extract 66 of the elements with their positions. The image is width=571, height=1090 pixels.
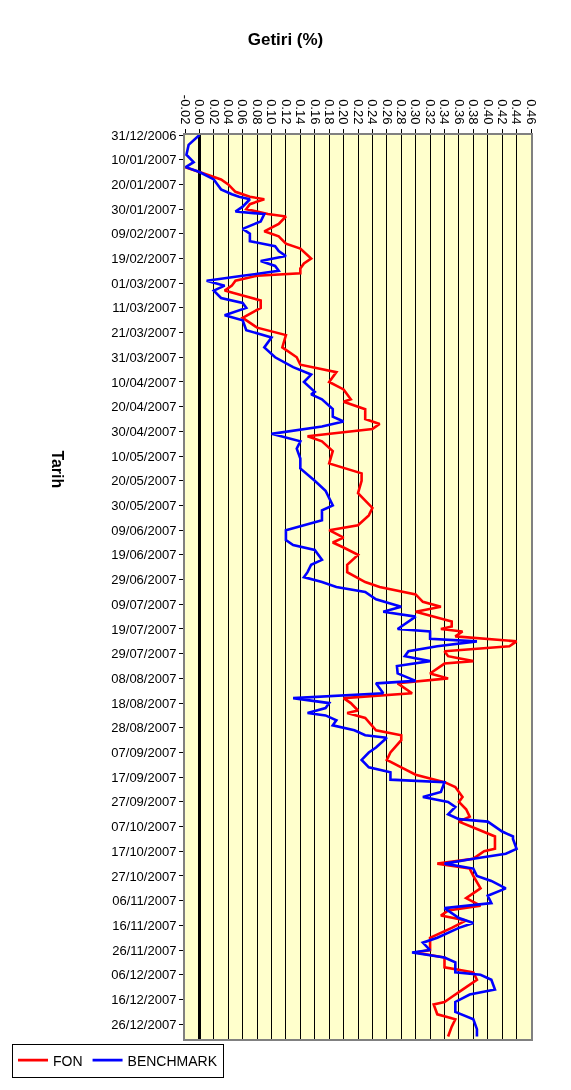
y-tick-label: 21/03/2007 [111, 325, 177, 341]
y-tick-label: 18/08/2007 [111, 695, 177, 711]
y-axis-title: Tarih [48, 450, 66, 489]
x-tick-label: 0.32 [422, 99, 438, 125]
y-tick-label: 11/03/2007 [112, 300, 177, 316]
y-tick-label: 20/01/2007 [111, 176, 177, 192]
legend-label: FON [53, 1052, 83, 1069]
x-tick-label: 0.24 [365, 99, 381, 125]
y-tick-label: 08/08/2007 [111, 670, 177, 686]
x-tick-label: 0.10 [264, 99, 280, 125]
y-tick-label: 26/12/2007 [111, 1016, 177, 1032]
y-tick-label: 01/03/2007 [111, 275, 177, 291]
x-tick-label: 0.28 [394, 99, 410, 125]
x-tick-label: 0.38 [466, 99, 482, 125]
x-tick-label: 0.18 [321, 99, 337, 125]
y-tick-label: 10/04/2007 [111, 374, 177, 390]
y-tick-label: 10/05/2007 [111, 448, 177, 464]
y-tick-label: 30/01/2007 [111, 201, 177, 217]
x-tick-label: 0.46 [523, 99, 539, 125]
y-tick-label: 27/09/2007 [111, 794, 177, 810]
y-tick-label: 09/07/2007 [111, 596, 177, 612]
y-tick-label: 28/08/2007 [111, 720, 177, 736]
x-tick-label: 0.02 [206, 99, 222, 125]
y-tick-label: 06/12/2007 [111, 967, 177, 983]
y-tick-label: 17/10/2007 [111, 843, 177, 859]
x-tick-label: 0.08 [249, 99, 265, 125]
y-tick-label: 29/06/2007 [111, 572, 177, 588]
y-tick-label: 07/09/2007 [111, 745, 177, 761]
y-tick-label: 16/12/2007 [111, 992, 177, 1008]
y-tick-label: 29/07/2007 [111, 646, 177, 662]
y-tick-label: 07/10/2007 [111, 819, 177, 835]
y-tick-label: 19/06/2007 [111, 547, 177, 563]
x-tick-label: 0.20 [336, 99, 352, 125]
y-tick-label: 16/11/2007 [112, 917, 177, 933]
y-tick-label: 17/09/2007 [111, 769, 177, 785]
x-tick-label: 0.34 [437, 99, 453, 125]
y-tick-label: 19/07/2007 [111, 621, 177, 637]
x-tick-label: 0.42 [494, 99, 510, 125]
x-tick-label: 0.26 [379, 99, 395, 125]
y-tick-label: 09/02/2007 [111, 226, 177, 242]
y-tick-label: 20/04/2007 [111, 399, 177, 415]
x-tick-label: -0.02 [177, 94, 193, 125]
y-tick-label: 10/01/2007 [111, 152, 177, 168]
y-tick-label: 09/06/2007 [111, 522, 177, 538]
x-tick-label: 0.06 [235, 99, 251, 125]
y-tick-label: 30/05/2007 [111, 498, 177, 514]
y-tick-label: 27/10/2007 [111, 868, 177, 884]
x-tick-label: 0.30 [408, 99, 424, 125]
x-tick-label: 0.40 [480, 99, 496, 125]
x-tick-label: 0.16 [307, 99, 323, 125]
x-tick-label: 0.14 [293, 99, 309, 125]
chart-title: Getiri (%) [247, 29, 324, 49]
x-tick-label: 0.44 [509, 99, 525, 125]
x-tick-label: 0.12 [278, 99, 294, 125]
y-tick-label: 30/04/2007 [111, 423, 177, 439]
x-tick-label: 0.22 [350, 99, 366, 125]
y-tick-label: 31/03/2007 [111, 349, 177, 365]
legend-label: BENCHMARK [127, 1052, 218, 1069]
y-tick-label: 06/11/2007 [112, 893, 177, 909]
y-tick-label: 20/05/2007 [111, 473, 177, 489]
y-tick-label: 31/12/2006 [111, 127, 177, 143]
x-tick-label: 0.00 [192, 99, 208, 125]
x-tick-label: 0.36 [451, 99, 467, 125]
y-tick-label: 26/11/2007 [112, 942, 177, 958]
y-tick-label: 19/02/2007 [111, 251, 177, 267]
x-tick-label: 0.04 [221, 99, 237, 125]
